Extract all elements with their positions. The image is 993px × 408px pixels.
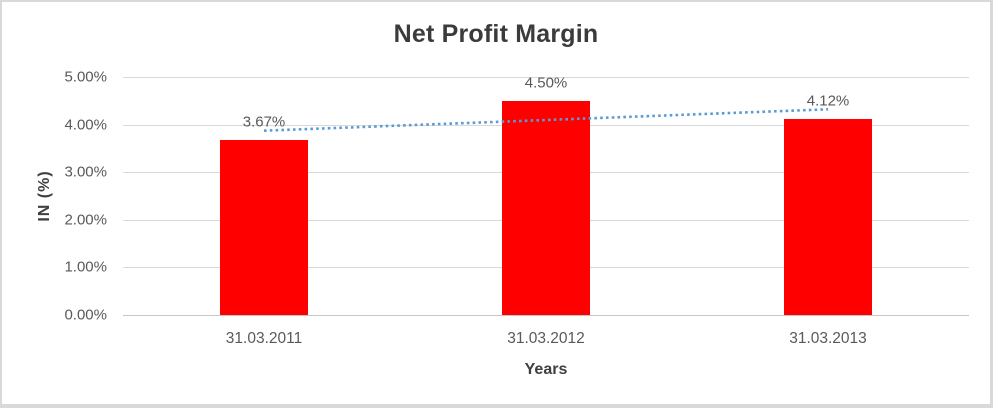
y-tick-label: 5.00%	[64, 68, 107, 86]
y-tick-label: 0.00%	[64, 306, 107, 324]
y-tick-label: 3.00%	[64, 163, 107, 181]
x-tick-label: 31.03.2012	[507, 330, 585, 347]
x-axis-title: Years	[524, 361, 568, 378]
x-tick-label: 31.03.2013	[789, 330, 867, 347]
gridline	[123, 77, 969, 78]
y-tick-label: 1.00%	[64, 258, 107, 276]
bar	[502, 101, 590, 315]
x-axis-tick-labels: 31.03.2011 31.03.2012 31.03.2013	[123, 330, 969, 350]
chart-title: Net Profit Margin	[393, 20, 599, 48]
bar-value-label: 4.50%	[524, 74, 568, 92]
y-tick-label: 2.00%	[64, 211, 107, 229]
bar-value-label: 3.67%	[242, 113, 286, 131]
bar	[784, 119, 872, 315]
y-axis-tick-labels: 0.00% 1.00% 2.00% 3.00% 4.00% 5.00%	[2, 69, 107, 324]
bar-value-label: 4.12%	[806, 92, 850, 110]
x-tick-label: 31.03.2011	[225, 330, 303, 347]
plot-area: 3.67% 4.50% 4.12%	[123, 74, 969, 316]
x-axis-line	[123, 315, 969, 316]
bar	[220, 140, 308, 315]
y-tick-label: 4.00%	[64, 116, 107, 134]
trendline	[263, 108, 829, 132]
